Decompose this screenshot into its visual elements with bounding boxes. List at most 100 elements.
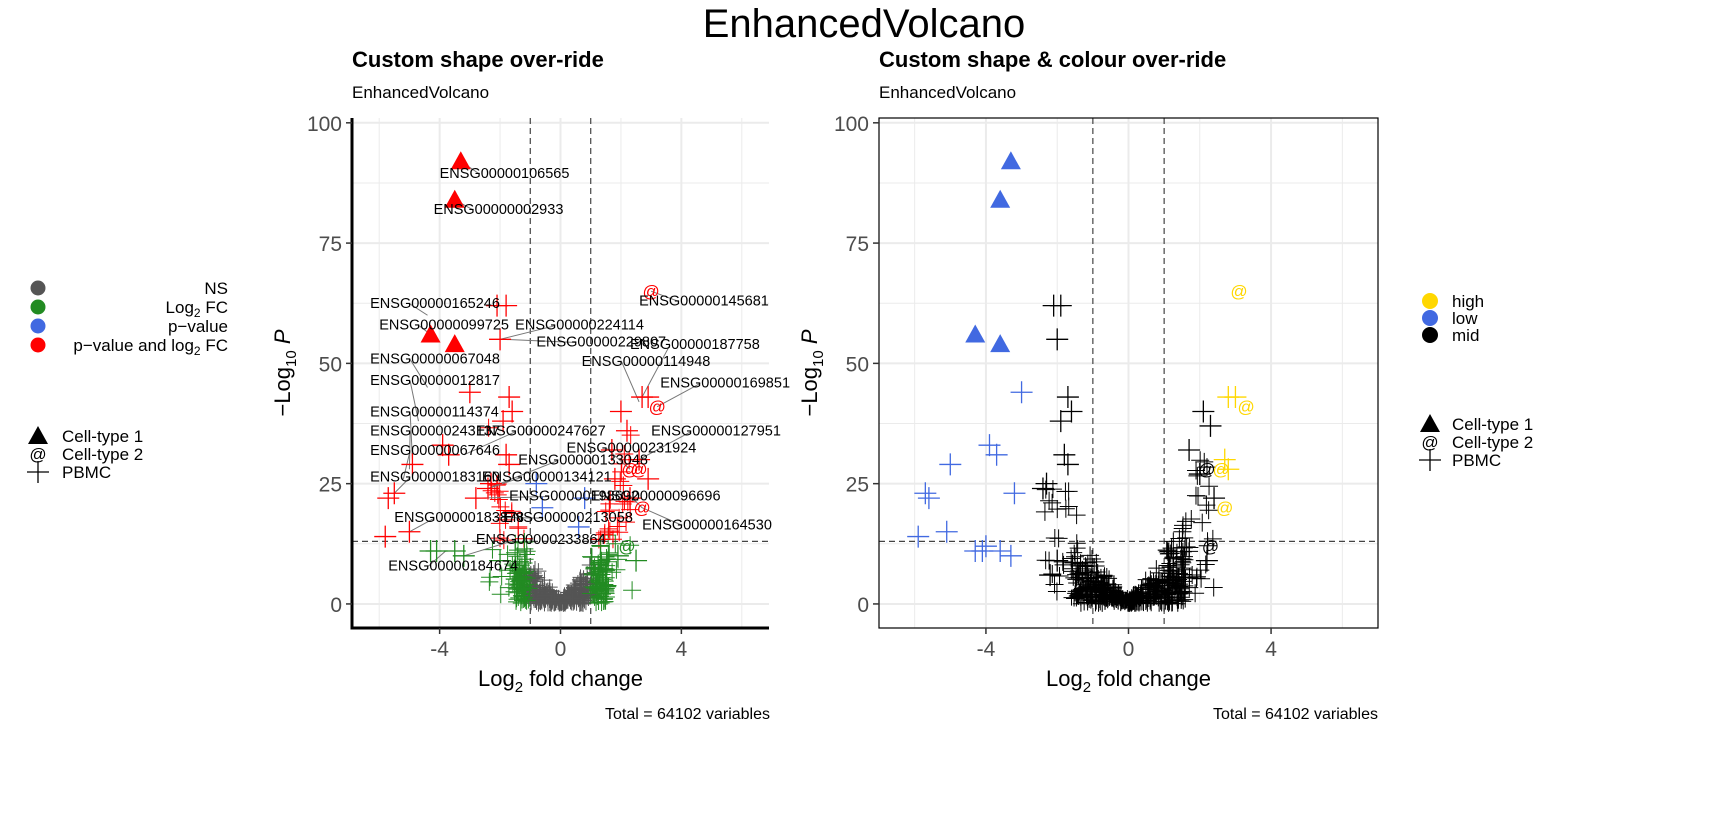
legend-colour-label: p−value and log2 FC [73, 336, 228, 358]
legend-colour-label: low [1452, 309, 1478, 328]
ns-point [1193, 513, 1212, 532]
label-connector [409, 517, 435, 533]
point-plus [383, 482, 406, 505]
ns-point [599, 519, 618, 538]
ns-point [580, 586, 597, 603]
legend-shape-key: @ [29, 445, 46, 464]
point-plus [489, 328, 512, 351]
point-plus [374, 525, 397, 548]
ns-point [1150, 564, 1167, 581]
point-plus [492, 410, 515, 433]
point-plus [398, 520, 421, 543]
panel-1-subtitle: EnhancedVolcano [352, 83, 490, 102]
legend-shape-key [1419, 449, 1441, 471]
gene-label: ENSG00000231924 [567, 440, 697, 456]
ns-point [517, 542, 536, 561]
label-connector [641, 507, 683, 526]
ns-point [1050, 566, 1069, 585]
point-plus [1046, 328, 1069, 351]
ns-point [1203, 529, 1222, 548]
legend-shape-label: Cell-type 2 [62, 445, 143, 464]
ns-point [483, 540, 502, 559]
ns-point [1198, 458, 1216, 477]
point-plus [501, 400, 524, 423]
ns-point [621, 426, 640, 445]
ns-point [1067, 585, 1084, 602]
ns-point [522, 567, 539, 584]
y-tick-label: 25 [846, 474, 869, 497]
point-plus [476, 477, 499, 500]
point-plus [437, 443, 460, 466]
ns-point [1153, 593, 1170, 610]
ns-point [1067, 534, 1086, 553]
ns-point [621, 536, 640, 555]
point-plus [1213, 448, 1236, 471]
point-plus [939, 453, 962, 476]
ns-point [1169, 592, 1186, 609]
ns-point [582, 548, 601, 567]
point-plus [1060, 400, 1083, 423]
ns-point [607, 560, 626, 579]
legend-shape-label: Cell-type 1 [62, 427, 143, 446]
ns-point [573, 577, 590, 594]
y-tick-label: 0 [857, 594, 869, 617]
ns-point [597, 576, 614, 593]
point-plus [600, 438, 623, 461]
y-tick-label: 50 [319, 353, 342, 376]
ns-point [1040, 491, 1059, 510]
label-connector [393, 476, 411, 494]
ns-point [1199, 501, 1218, 520]
ns-point [502, 504, 521, 523]
point-plus [1053, 443, 1076, 466]
legend-colour-key [1422, 327, 1438, 343]
point-at: @ [621, 460, 638, 479]
y-tick-label: 100 [834, 113, 869, 136]
x-tick-label: 4 [676, 638, 688, 661]
ns-point [1093, 579, 1110, 596]
y-tick-label: 50 [846, 353, 869, 376]
point-plus [495, 294, 518, 317]
ns-point [479, 418, 498, 437]
ns-point [562, 590, 579, 607]
label-connector [463, 539, 517, 557]
label-connector [409, 380, 419, 422]
ns-point [600, 522, 619, 541]
ns-point [1148, 560, 1165, 577]
point-at: @ [1230, 282, 1247, 301]
point-plus [637, 467, 660, 490]
point-plus [498, 386, 521, 409]
ns-point [1176, 512, 1195, 531]
ns-point [1196, 555, 1215, 574]
ns-point [1091, 592, 1108, 609]
point-plus [1217, 458, 1240, 481]
legend-colour-key [1422, 310, 1438, 326]
ns-point [1187, 567, 1206, 586]
point-plus [377, 487, 400, 510]
gene-label: ENSG00000243137 [370, 424, 500, 440]
label-connector [621, 361, 640, 403]
ns-point [1067, 506, 1086, 525]
gene-label: ENSG00000169851 [660, 375, 790, 391]
ns-point [575, 588, 592, 605]
ns-point [1186, 486, 1205, 505]
gene-label: ENSG00000145681 [639, 294, 769, 310]
ns-point [1177, 537, 1196, 556]
ns-point [574, 589, 591, 606]
point-plus [974, 535, 997, 558]
ns-point [1079, 594, 1096, 611]
ns-point [1133, 592, 1150, 609]
point-triangle [444, 189, 465, 208]
ns-point [1047, 582, 1066, 601]
gene-label: ENSG00000106565 [440, 166, 570, 182]
panel-1-points: @@@@@@ [374, 151, 666, 572]
ns-point [1116, 594, 1133, 611]
point-plus [917, 487, 940, 510]
label-connector [656, 382, 701, 408]
ns-point [1067, 565, 1086, 584]
panel-1-title: Custom shape over-ride [352, 47, 604, 72]
ns-point [564, 587, 581, 604]
ns-point [1204, 578, 1223, 597]
point-plus [452, 544, 475, 567]
ns-point [1132, 589, 1149, 606]
